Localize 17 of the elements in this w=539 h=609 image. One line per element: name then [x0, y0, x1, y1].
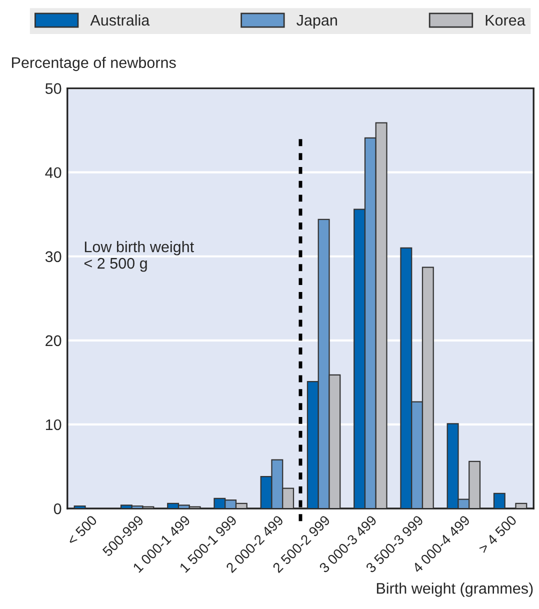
x-tick-label: > 4 500 [478, 514, 518, 554]
legend-label: Korea [486, 15, 526, 26]
y-tick-label: 40 [45, 167, 62, 178]
bar [515, 502, 528, 509]
legend-label: Australia [90, 14, 150, 26]
annotation: Low birth weight < 2 500 g [84, 241, 194, 272]
bar [74, 505, 86, 509]
x-tick-label: < 500 [66, 514, 98, 546]
y-axis-title: Percentage of newborns [12, 56, 176, 72]
y-tick-label: 10 [46, 419, 62, 430]
legend-label: Japan [296, 15, 337, 29]
y-tick-label: 0 [54, 503, 62, 514]
bar [493, 492, 506, 509]
y-tick-label: 20 [46, 335, 62, 346]
y-tick-label: 50 [45, 83, 62, 94]
x-axis-title: Birth weight (grammes) [376, 582, 533, 597]
y-tick-label: 30 [45, 251, 62, 262]
